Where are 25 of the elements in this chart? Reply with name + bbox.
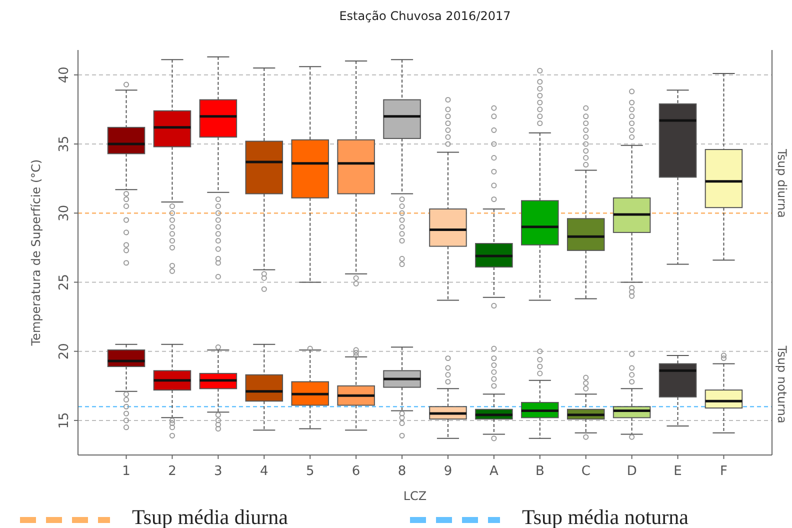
y-axis-title: Temperatura de Superfície (°C) — [29, 159, 43, 347]
x-tick-label: 9 — [444, 464, 452, 479]
chart-title: Estação Chuvosa 2016/2017 — [339, 9, 511, 23]
x-tick-label: C — [581, 464, 590, 479]
x-tick-label: D — [626, 464, 637, 479]
y-tick-label: 40 — [57, 66, 72, 84]
x-tick-label: E — [674, 464, 682, 479]
x-tick-label: 3 — [214, 464, 222, 479]
x-tick-label: 5 — [306, 464, 314, 479]
x-tick-label: 1 — [122, 464, 130, 479]
x-tick-label: F — [720, 464, 728, 479]
x-tick-label: 4 — [260, 464, 268, 479]
text: Tsup diurna — [775, 148, 789, 218]
x-tick-label: A — [489, 464, 498, 479]
y-tick-label: 15 — [57, 412, 72, 429]
x-tick-label: B — [535, 464, 544, 479]
x-tick-label: 6 — [352, 464, 360, 479]
y-tick-label: 25 — [57, 274, 72, 290]
x-axis-title: LCZ — [403, 489, 427, 503]
y-tick-label: 30 — [57, 204, 72, 222]
y-tick-label: 20 — [57, 343, 72, 360]
text: Tsup noturna — [775, 344, 789, 424]
x-tick-label: 8 — [398, 464, 406, 479]
y-tick-label: 35 — [57, 136, 72, 152]
x-tick-label: 2 — [168, 464, 176, 479]
